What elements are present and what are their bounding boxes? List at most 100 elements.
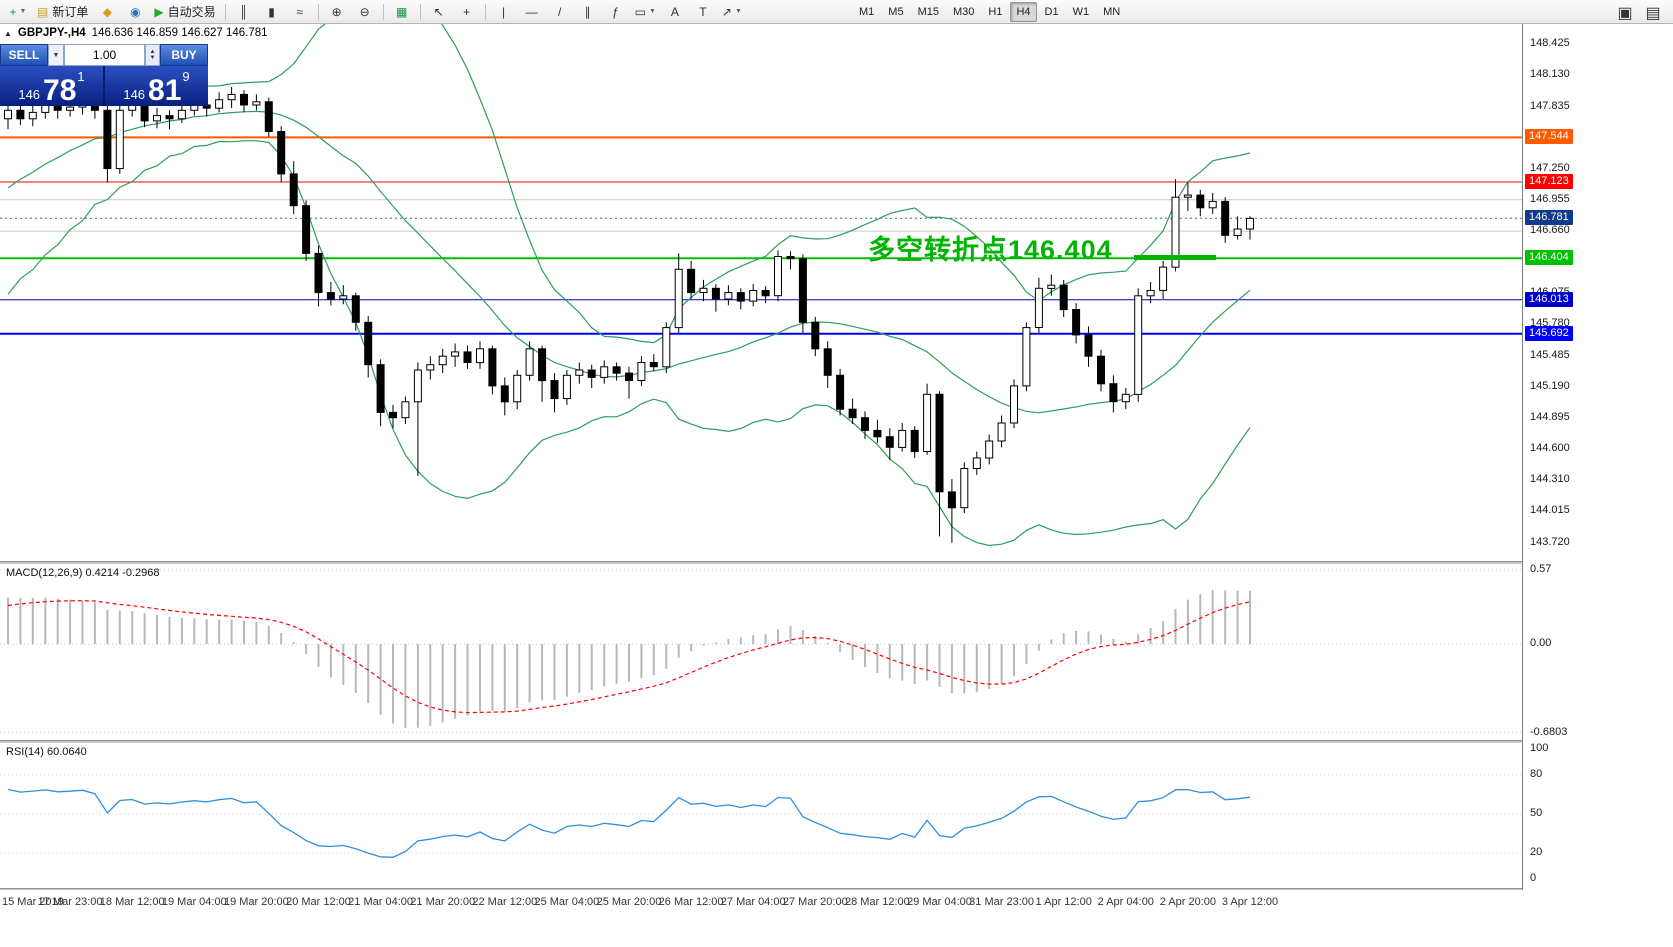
price-axis-label: 144.600 xyxy=(1530,442,1570,455)
price-axis-label: 144.015 xyxy=(1530,504,1570,517)
toolbar-equidistant-channel-button[interactable]: ∥ xyxy=(575,1,601,23)
toolbar-bar-chart-button[interactable]: ║ xyxy=(231,1,257,23)
main-chart-canvas[interactable] xyxy=(0,24,1522,561)
sell-button[interactable]: SELL xyxy=(0,44,48,66)
toolbar-trendline-button[interactable]: / xyxy=(547,1,573,23)
bid-prefix: 146 xyxy=(18,87,41,103)
toolbar-template-button[interactable]: ▤ xyxy=(1645,5,1661,22)
buy-button[interactable]: BUY xyxy=(160,44,208,66)
timeframe-m15-button[interactable]: M15 xyxy=(917,6,939,18)
time-axis-label: 1 Apr 12:00 xyxy=(1035,896,1092,908)
macd-axis-label: 0.00 xyxy=(1530,637,1552,650)
price-axis-label: 146.955 xyxy=(1530,192,1570,205)
time-axis-label: 25 Mar 20:00 xyxy=(596,896,662,908)
price-level-badge-147.544: 147.544 xyxy=(1525,129,1573,145)
time-axis-label: 22 Mar 12:00 xyxy=(472,896,538,908)
toolbar-arrow-objects-button[interactable]: ↗ ▼ xyxy=(718,1,746,23)
volume-dropdown-button[interactable]: ▼ xyxy=(48,44,64,66)
price-level-badge-147.123: 147.123 xyxy=(1525,174,1573,189)
time-axis-label: 27 Mar 04:00 xyxy=(720,896,786,908)
macd-signal-line xyxy=(7,600,1251,714)
timeframe-mn-button[interactable]: MN xyxy=(1103,6,1121,18)
macd-indicator-label: MACD(12,26,9) 0.4214 -0.2968 xyxy=(6,567,160,579)
price-axis-label: 143.720 xyxy=(1530,535,1570,548)
toolbar-new-order-button[interactable]: ▤ 新订单 xyxy=(33,1,92,23)
toolbar-fibonacci-button[interactable]: ƒ xyxy=(603,1,629,23)
cursor-icon: ↖ xyxy=(433,4,444,19)
panel-separator[interactable] xyxy=(0,888,1673,891)
zoom-out-icon: ⊖ xyxy=(359,4,370,19)
rsi-indicator-label: RSI(14) 60.0640 xyxy=(6,746,87,758)
toolbar-new-chart-button[interactable]: + ▼ xyxy=(5,1,31,23)
panel-separator[interactable] xyxy=(0,740,1673,743)
price-level-badge-146.013: 146.013 xyxy=(1525,291,1573,307)
chevron-down-icon[interactable]: ▼ xyxy=(19,8,27,15)
toolbar-separator xyxy=(419,3,421,20)
toolbar-text-button[interactable]: A xyxy=(662,1,688,23)
text-icon: A xyxy=(670,4,679,19)
price-axis-label: 146.660 xyxy=(1530,224,1570,237)
panel-separator[interactable] xyxy=(0,561,1673,564)
bid-price-display[interactable]: 146 78 1 xyxy=(0,66,103,106)
bid-big-digits: 78 xyxy=(43,73,77,107)
tile-windows-icon: ▦ xyxy=(395,4,408,19)
toolbar-candlestick-chart-button[interactable]: ▮ xyxy=(259,1,285,23)
collapse-panel-arrow-icon[interactable]: ▲ xyxy=(4,28,12,38)
profiles-icon: ◆ xyxy=(102,4,112,19)
price-axis-label: 145.485 xyxy=(1530,348,1570,361)
toolbar-horizontal-line-button[interactable]: — xyxy=(519,1,545,23)
toolbar-shapes-button[interactable]: ▭ ▼ xyxy=(631,1,660,23)
symbol-period-label: GBPJPY-,H4 xyxy=(17,27,86,39)
macd-panel-canvas[interactable] xyxy=(0,563,1522,740)
ask-price-display[interactable]: 146 81 9 xyxy=(105,66,208,106)
volume-input[interactable]: 1.00 xyxy=(64,44,145,66)
time-axis-label: 21 Mar 20:00 xyxy=(410,896,476,908)
time-axis-label: 27 Mar 20:00 xyxy=(782,896,848,908)
chevron-down-icon[interactable]: ▼ xyxy=(648,8,656,15)
bollinger-lower-band xyxy=(7,140,1251,547)
one-click-trading-panel: SELL ▼ 1.00 ▲ ▼ BUY 146 78 1 146 81 9 xyxy=(0,44,208,106)
line-chart-icon: ≈ xyxy=(296,4,303,19)
main-toolbar: + ▼ ▤ 新订单 ◆ ◉ ▶ 自动交易 ║ ▮ ≈ ⊕ ⊖ ▦ ↖ + | — / ∥ ƒ ▭ ▼ A T ↗ ▼ M1 M5 M15 M… xyxy=(0,0,1673,24)
timeframe-m1-button[interactable]: M1 xyxy=(859,6,875,18)
toolbar-zoom-in-button[interactable]: ⊕ xyxy=(324,1,350,23)
time-axis-label: 17 Mar 23:00 xyxy=(37,896,103,908)
price-axis-label: 147.250 xyxy=(1530,161,1570,174)
toolbar-profiles-button[interactable]: ◆ xyxy=(94,1,120,23)
time-axis-label: 26 Mar 12:00 xyxy=(658,896,724,908)
ask-pip-digit: 9 xyxy=(182,69,190,84)
time-axis-label: 19 Mar 20:00 xyxy=(223,896,289,908)
time-axis-label: 19 Mar 04:00 xyxy=(161,896,227,908)
price-axis[interactable]: 148.425 148.130 147.835 147.250 146.955 146.6… xyxy=(1522,24,1673,890)
volume-step-up-icon[interactable]: ▲ xyxy=(149,49,156,55)
price-axis-label: 148.130 xyxy=(1530,68,1570,81)
timeframe-h4-button[interactable]: H4 xyxy=(1010,2,1037,22)
toolbar-vertical-line-button[interactable]: | xyxy=(491,1,517,23)
toolbar-data-window-button[interactable]: ▣ xyxy=(1617,5,1633,22)
time-axis[interactable]: 15 Mar 2019 17 Mar 23:00 18 Mar 12:00 19 Ma… xyxy=(0,890,1673,914)
toolbar-autotrading-button[interactable]: ▶ 自动交易 xyxy=(150,1,219,23)
toolbar-refresh-button[interactable]: ◉ xyxy=(122,1,148,23)
toolbar-right-group: ▣ ▤ xyxy=(1611,2,1667,24)
toolbar-line-chart-button[interactable]: ≈ xyxy=(287,1,313,23)
timeframe-h1-button[interactable]: H1 xyxy=(988,6,1003,18)
volume-step-down-icon[interactable]: ▼ xyxy=(149,55,156,61)
ask-big-digits: 81 xyxy=(148,73,182,107)
timeframe-w1-button[interactable]: W1 xyxy=(1072,6,1090,18)
toolbar-tile-windows-button[interactable]: ▦ xyxy=(389,1,415,23)
chevron-down-icon[interactable]: ▼ xyxy=(734,8,742,15)
rsi-panel-canvas[interactable] xyxy=(0,742,1522,888)
toolbar-crosshair-button[interactable]: + xyxy=(454,1,480,23)
toolbar-zoom-out-button[interactable]: ⊖ xyxy=(352,1,378,23)
toolbar-cursor-button[interactable]: ↖ xyxy=(426,1,452,23)
toolbar-separator xyxy=(382,3,384,20)
volume-stepper[interactable]: ▲ ▼ xyxy=(145,44,160,66)
chart-window[interactable]: ▲ GBPJPY-,H4 146.636 146.859 146.627 146… xyxy=(0,24,1673,947)
current-price-badge: 146.781 xyxy=(1525,210,1573,226)
timeframe-m5-button[interactable]: M5 xyxy=(888,6,904,18)
timeframe-m30-button[interactable]: M30 xyxy=(952,6,975,18)
arrow-objects-icon: ↗ xyxy=(721,4,732,19)
timeframe-d1-button[interactable]: D1 xyxy=(1044,6,1059,18)
toolbar-text-label-button[interactable]: T xyxy=(690,1,716,23)
equidistant-channel-icon: ∥ xyxy=(584,4,591,19)
